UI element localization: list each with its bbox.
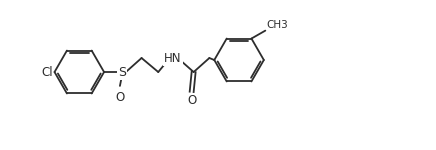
- Text: CH3: CH3: [266, 20, 288, 30]
- Text: Cl: Cl: [41, 66, 53, 79]
- Text: O: O: [115, 91, 125, 104]
- Text: HN: HN: [164, 51, 182, 64]
- Text: S: S: [118, 66, 126, 79]
- Text: O: O: [187, 94, 196, 107]
